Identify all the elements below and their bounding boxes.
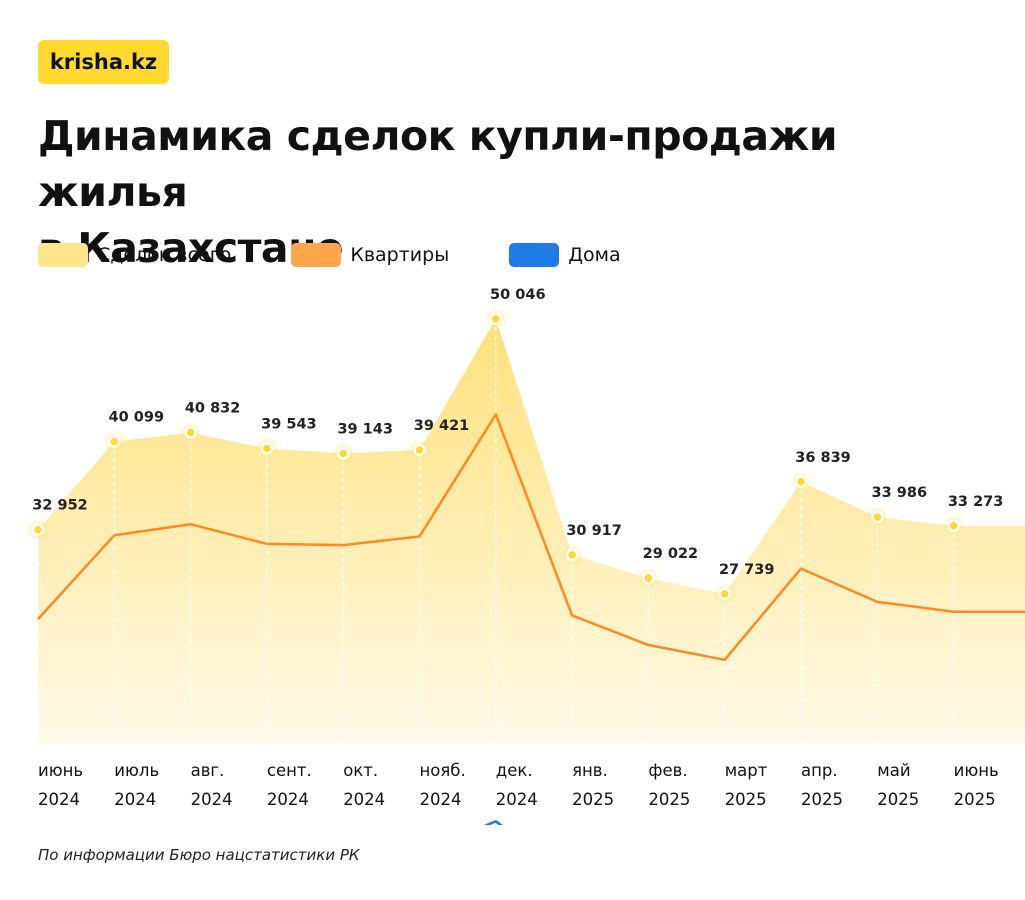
x-tick-month: окт. xyxy=(343,761,378,780)
area-total-deals xyxy=(38,319,1025,744)
total-point-marker xyxy=(407,437,432,462)
total-point-marker xyxy=(178,420,203,445)
legend-swatch-total xyxy=(38,243,88,267)
x-tick-month: апр. xyxy=(801,761,838,780)
x-tick-month: фев. xyxy=(648,761,687,780)
data-label-total: 39 143 xyxy=(337,421,393,437)
x-tick-year: 2025 xyxy=(572,790,614,809)
krisha-logo: krisha.kz xyxy=(38,40,169,84)
x-tick-year: 2024 xyxy=(496,790,538,809)
x-tick-month: март xyxy=(725,761,768,780)
data-label-total: 40 099 xyxy=(109,410,165,426)
x-tick-month: дек. xyxy=(496,761,533,780)
legend-item-houses: Дома xyxy=(509,243,621,267)
total-point-marker xyxy=(789,469,813,494)
logo-text: krisha.kz xyxy=(49,50,158,74)
total-point-marker xyxy=(26,517,50,542)
legend-label-apartments: Квартиры xyxy=(350,244,450,266)
x-tick-year: 2024 xyxy=(114,790,156,809)
chart-legend: Сделок всего Квартиры Дома xyxy=(38,243,681,267)
data-label-total: 39 543 xyxy=(261,416,317,432)
total-point-marker xyxy=(331,441,356,466)
x-tick-month: июнь xyxy=(38,761,83,780)
x-tick-year: 2024 xyxy=(420,790,462,809)
data-label-total: 33 273 xyxy=(948,494,1004,510)
line-houses xyxy=(483,820,503,825)
legend-item-total: Сделок всего xyxy=(38,243,231,267)
legend-label-houses: Дома xyxy=(568,244,621,266)
x-tick-year: 2024 xyxy=(343,790,385,809)
data-label-total: 50 046 xyxy=(490,287,546,303)
x-tick-month: июль xyxy=(114,761,159,780)
x-tick-month: нояб. xyxy=(420,761,466,780)
total-point-marker xyxy=(865,504,890,529)
data-label-total: 27 739 xyxy=(719,562,775,578)
legend-item-apartments: Квартиры xyxy=(291,243,449,267)
data-label-total: 33 986 xyxy=(872,485,928,501)
data-label-total: 40 832 xyxy=(185,401,241,417)
total-point-marker xyxy=(636,566,661,591)
data-label-total: 29 022 xyxy=(643,546,699,562)
x-tick-year: 2024 xyxy=(38,790,80,809)
total-point-marker xyxy=(102,429,127,454)
x-tick-month: авг. xyxy=(191,761,225,780)
total-point-marker xyxy=(712,582,737,606)
legend-swatch-houses xyxy=(509,243,560,267)
legend-label-total: Сделок всего xyxy=(97,244,232,266)
x-tick-year: 2025 xyxy=(877,790,919,809)
data-label-total: 39 421 xyxy=(414,418,470,434)
data-source-note: По информации Бюро нацстатистики РК xyxy=(38,846,360,864)
line-apartments xyxy=(37,413,1025,662)
x-tick-month: июнь xyxy=(954,761,999,780)
x-tick-year: 2025 xyxy=(801,790,843,809)
legend-swatch-apartments xyxy=(291,243,342,267)
data-label-total: 32 952 xyxy=(32,498,88,514)
area-chart: 32 952 40 099 40 832 39 543 39 143 39 421 50 0… xyxy=(26,287,1025,825)
data-label-total: 30 917 xyxy=(566,523,622,539)
x-tick-year: 2025 xyxy=(725,790,767,809)
x-tick-year: 2024 xyxy=(267,790,309,809)
x-tick-month: сент. xyxy=(267,761,312,780)
total-point-marker xyxy=(941,513,966,538)
total-point-marker xyxy=(483,307,508,331)
x-tick-year: 2025 xyxy=(648,790,690,809)
x-tick-month: янв. xyxy=(572,761,608,780)
x-tick-year: 2024 xyxy=(191,790,233,809)
total-point-marker xyxy=(560,542,585,567)
title-line-1: Динамика сделок купли-продажи жилья xyxy=(38,112,838,216)
x-tick-year: 2025 xyxy=(954,790,996,809)
data-label-total: 36 839 xyxy=(795,450,851,466)
total-point-marker xyxy=(254,436,279,461)
x-tick-month: май xyxy=(877,761,910,780)
